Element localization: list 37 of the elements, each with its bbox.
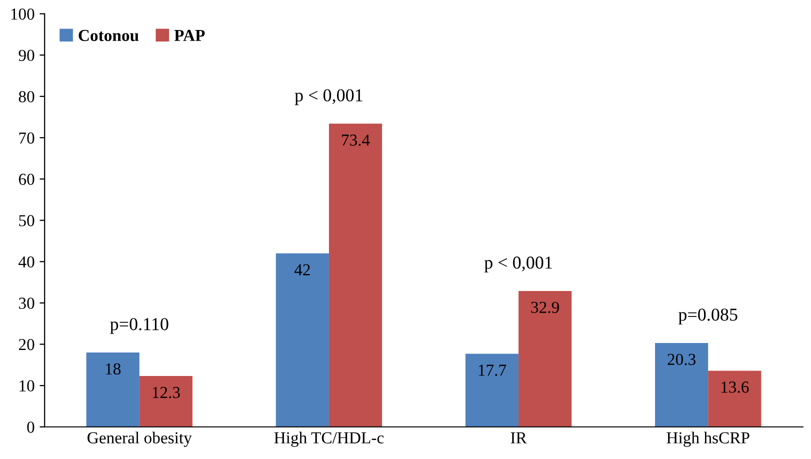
bar [655,343,708,427]
y-tick-label: 100 [11,8,34,20]
y-tick-label: 90 [18,50,34,62]
y-tick-label: 70 [19,132,34,144]
data-label: 20.3 [668,354,696,366]
data-label: 13.6 [722,382,749,393]
annotation: p < 0,001 [484,256,552,272]
bar [518,290,572,427]
data-label: 12.3 [152,386,180,398]
bar [328,124,382,427]
y-tick-label: 20 [18,338,34,350]
annotation: p=0.085 [678,308,738,324]
y-tick-label: 40 [18,256,34,268]
x-tick-label: High hsCRP [666,432,750,447]
bar [86,352,140,427]
annotation: p=0.110 [110,318,168,334]
bar [465,354,519,427]
y-tick-label: 50 [19,215,34,226]
x-tick-label: General obesity [88,432,192,447]
y-tick-label: 30 [19,298,34,309]
data-label: 73.4 [342,134,370,146]
bar [139,376,192,427]
data-label: 18 [106,363,121,375]
data-label: 32.9 [531,302,559,314]
data-label: 42 [294,264,310,276]
y-tick-label: 80 [18,91,34,102]
legend-label: PAP [174,30,205,41]
y-tick-label: 0 [27,422,34,433]
legend-label: Cotonou [78,30,139,42]
bar [276,253,329,427]
data-label: 17.7 [478,364,506,376]
x-tick-label: High TC/HDL-c [274,432,384,447]
bar [708,370,762,427]
x-tick-label: IR [510,432,527,444]
annotation: p < 0,001 [294,89,362,106]
y-tick-label: 60 [18,174,34,185]
y-tick-label: 10 [20,380,34,392]
